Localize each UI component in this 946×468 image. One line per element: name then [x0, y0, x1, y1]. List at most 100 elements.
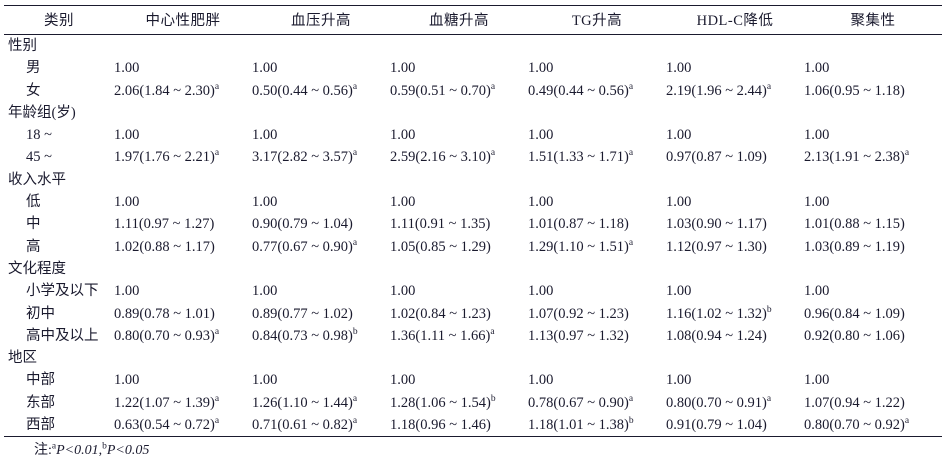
- cell-value: 0.96(0.84 ~ 1.09): [804, 303, 942, 325]
- cell-value: 1.28(1.06 ~ 1.54)b: [390, 392, 528, 414]
- cell-estimate: 0.71(0.61 ~ 0.82): [252, 417, 353, 434]
- footnote-text-b: P<0.05: [106, 443, 150, 459]
- cell-value: 1.11(0.97 ~ 1.27): [114, 213, 252, 235]
- cell-value: [666, 102, 804, 124]
- cell-value: 0.80(0.70 ~ 0.92)a: [804, 414, 942, 437]
- significance-marker: a: [628, 81, 634, 92]
- significance-marker: a: [628, 393, 634, 404]
- significance-marker: a: [214, 81, 220, 92]
- cell-value: [114, 35, 252, 58]
- table-body: 性别男 1.00 1.00 1.00 1.00 1.00 1.00 女 2.06(1.84 ~ …: [4, 35, 942, 437]
- cell-value: [390, 347, 528, 369]
- cell-value: 1.00: [804, 191, 942, 213]
- cell-value: 1.12(0.97 ~ 1.30): [666, 236, 804, 258]
- cell-estimate: 0.92(0.80 ~ 1.06): [804, 327, 905, 344]
- cell-value: 1.00: [528, 369, 666, 391]
- footnote-prefix: 注:: [34, 443, 52, 459]
- cell-value: 1.07(0.94 ~ 1.22): [804, 392, 942, 414]
- table-row: 45 ~1.97(1.76 ~ 2.21)a 3.17(2.82 ~ 3.57)a…: [4, 146, 942, 168]
- cell-value: [390, 102, 528, 124]
- cell-estimate: 1.12(0.97 ~ 1.30): [666, 238, 767, 255]
- cell-value: 1.00: [666, 369, 804, 391]
- cell-estimate: 1.51(1.33 ~ 1.71): [528, 149, 629, 166]
- cell-estimate: 0.63(0.54 ~ 0.72): [114, 417, 215, 434]
- cell-estimate: 1.00: [114, 283, 140, 300]
- cell-value: 1.00: [666, 124, 804, 146]
- row-label: 男: [26, 60, 41, 77]
- cell-estimate: 0.89(0.77 ~ 1.02): [252, 305, 353, 322]
- cell-estimate: 1.00: [114, 60, 140, 77]
- cell-estimate: 1.26(1.10 ~ 1.44): [252, 394, 353, 411]
- cell-value: [528, 169, 666, 191]
- table-row: 高 1.02(0.88 ~ 1.17) 0.77(0.67 ~ 0.90)a 1.05…: [4, 236, 942, 258]
- column-header-elevated-bp: 血压升高: [291, 13, 351, 29]
- table-row: 高中及以上 0.80(0.70 ~ 0.93)a 0.84(0.73 ~ 0.98)…: [4, 325, 942, 347]
- cell-value: [252, 169, 390, 191]
- cell-estimate: 0.49(0.44 ~ 0.56): [528, 82, 629, 99]
- cell-estimate: 1.00: [804, 194, 830, 211]
- cell-estimate: 1.00: [666, 283, 692, 300]
- significance-marker: a: [904, 416, 910, 427]
- cell-value: 1.01(0.88 ~ 1.15): [804, 213, 942, 235]
- significance-marker: a: [352, 148, 358, 159]
- cell-estimate: 1.00: [114, 194, 140, 211]
- cell-estimate: 1.01(0.87 ~ 1.18): [528, 216, 629, 233]
- cell-estimate: 1.13(0.97 ~ 1.32): [528, 327, 629, 344]
- cell-estimate: 1.22(1.07 ~ 1.39): [114, 394, 215, 411]
- cell-value: [666, 35, 804, 58]
- row-label: 高: [26, 238, 41, 255]
- table-row: 小学及以下 1.00 1.00 1.00 1.00 1.00 1.00: [4, 280, 942, 302]
- cell-value: 0.59(0.51 ~ 0.70)a: [390, 80, 528, 102]
- cell-value: [528, 102, 666, 124]
- table-row: 低 1.00 1.00 1.00 1.00 1.00 1.00: [4, 191, 942, 213]
- cell-value: 1.00: [390, 191, 528, 213]
- cell-estimate: 3.17(2.82 ~ 3.57): [252, 149, 353, 166]
- cell-value: 1.00: [114, 369, 252, 391]
- cell-estimate: 1.03(0.90 ~ 1.17): [666, 216, 767, 233]
- cell-value: [390, 35, 528, 58]
- cell-value: 1.97(1.76 ~ 2.21)a: [114, 146, 252, 168]
- column-header-clustering: 聚集性: [850, 13, 896, 29]
- cell-estimate: 0.50(0.44 ~ 0.56): [252, 82, 353, 99]
- cell-value: [114, 169, 252, 191]
- cell-estimate: 0.80(0.70 ~ 0.92): [804, 417, 905, 434]
- cell-value: 1.00: [666, 280, 804, 302]
- cell-value: [114, 258, 252, 280]
- cell-value: 1.02(0.88 ~ 1.17): [114, 236, 252, 258]
- cell-estimate: 1.00: [390, 283, 416, 300]
- table-group-row: 文化程度: [4, 258, 942, 280]
- cell-estimate: 1.29(1.10 ~ 1.51): [528, 238, 629, 255]
- row-label: 中部: [26, 372, 55, 389]
- cell-value: [666, 258, 804, 280]
- cell-value: 1.11(0.91 ~ 1.35): [390, 213, 528, 235]
- cell-estimate: 2.06(1.84 ~ 2.30): [114, 82, 215, 99]
- cell-value: 0.92(0.80 ~ 1.06): [804, 325, 942, 347]
- cell-estimate: 1.97(1.76 ~ 2.21): [114, 149, 215, 166]
- cell-value: 2.06(1.84 ~ 2.30)a: [114, 80, 252, 102]
- cell-value: 0.97(0.87 ~ 1.09): [666, 146, 804, 168]
- significance-marker: a: [490, 148, 496, 159]
- cell-value: 1.18(0.96 ~ 1.46): [390, 414, 528, 437]
- table-row: 中 1.11(0.97 ~ 1.27) 0.90(0.79 ~ 1.04) 1.11(…: [4, 213, 942, 235]
- cell-value: 2.19(1.96 ~ 2.44)a: [666, 80, 804, 102]
- cell-estimate: 1.36(1.11 ~ 1.66): [390, 327, 491, 344]
- cell-estimate: 1.00: [666, 60, 692, 77]
- cell-estimate: 1.11(0.97 ~ 1.27): [114, 216, 215, 233]
- table-group-row: 地区: [4, 347, 942, 369]
- cell-value: 1.00: [804, 280, 942, 302]
- cell-value: [804, 169, 942, 191]
- cell-estimate: 1.00: [390, 60, 416, 77]
- cell-estimate: 1.00: [804, 60, 830, 77]
- cell-value: 1.00: [114, 280, 252, 302]
- cell-estimate: 0.59(0.51 ~ 0.70): [390, 82, 491, 99]
- cell-estimate: 1.00: [804, 283, 830, 300]
- cell-value: 0.84(0.73 ~ 0.98)b: [252, 325, 390, 347]
- table-container: 类别 中心性肥胖 血压升高 血糖升高 TG升高 HDL-C降低 聚集性 性别男 1…: [0, 5, 946, 461]
- footnote-marker-a: a: [51, 441, 57, 452]
- cell-value: [804, 35, 942, 58]
- cell-value: 1.18(1.01 ~ 1.38)b: [528, 414, 666, 437]
- table-footnote: 注:aP<0.01,bP<0.05: [0, 441, 946, 461]
- row-label: 18 ~: [26, 127, 52, 144]
- cell-estimate: 1.00: [390, 194, 416, 211]
- cell-value: 1.00: [114, 191, 252, 213]
